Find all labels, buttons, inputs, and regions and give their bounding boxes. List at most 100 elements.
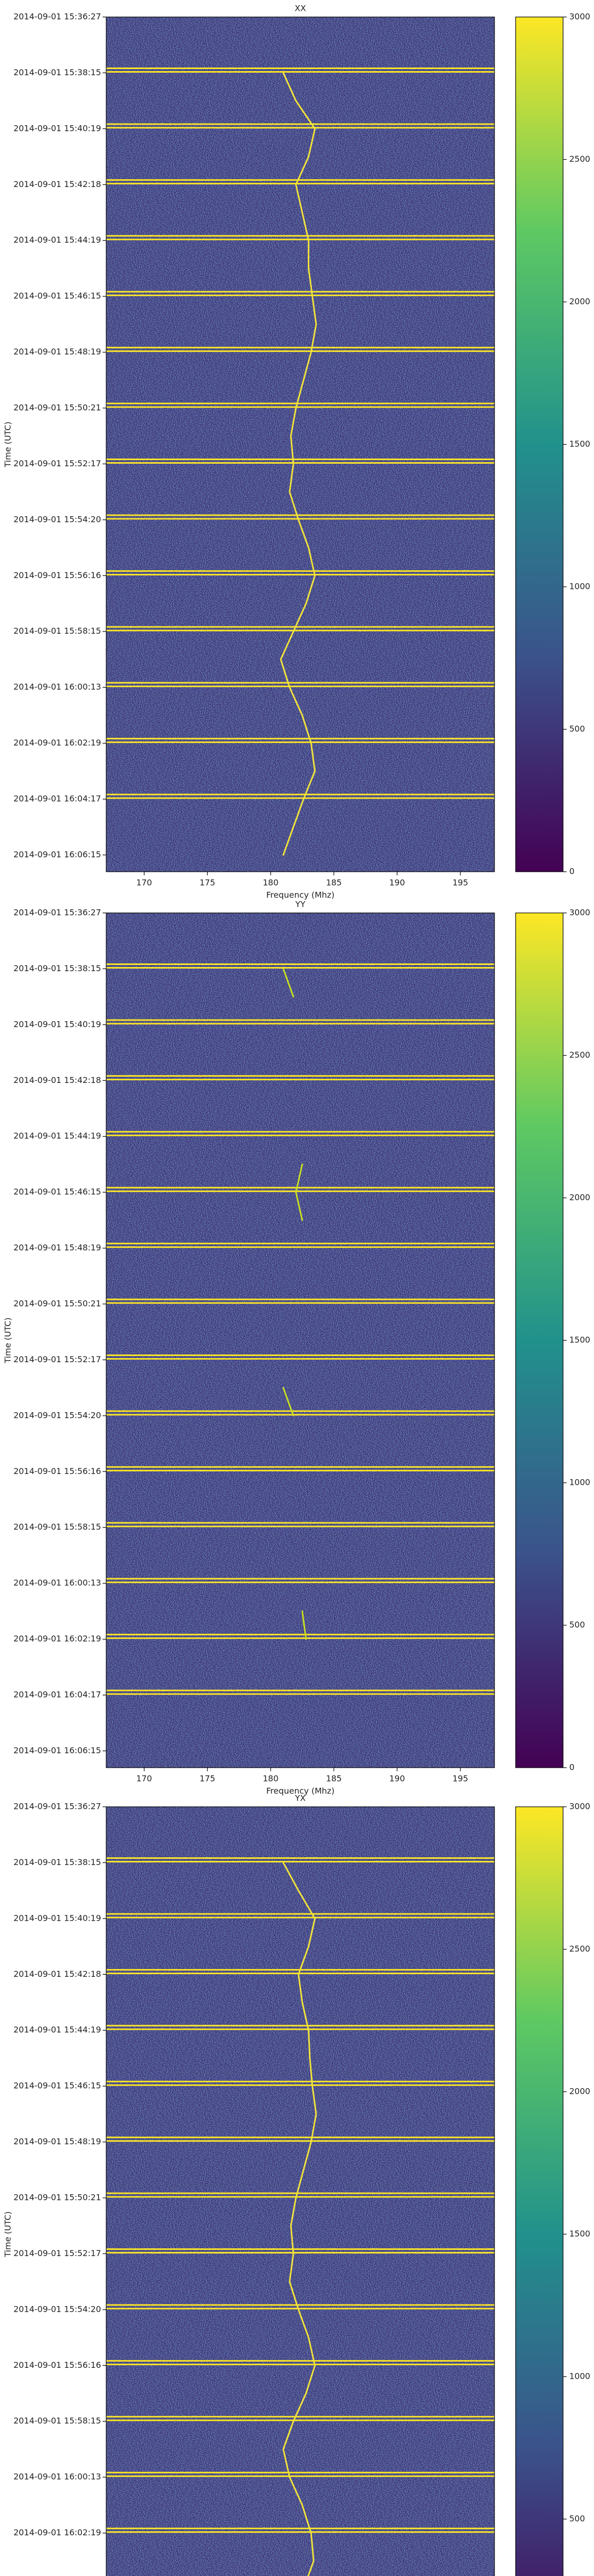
y-tick-label: 2014-09-01 15:38:15 — [13, 963, 101, 973]
stripe — [106, 459, 494, 461]
stripe — [106, 2471, 494, 2473]
stripe — [106, 1581, 494, 1583]
y-tick-label: 2014-09-01 15:44:19 — [13, 235, 101, 245]
x-tick-label: 170 — [136, 1774, 152, 1784]
stripe — [106, 462, 494, 464]
y-tick-label: 2014-09-01 15:50:21 — [13, 403, 101, 413]
stripe — [106, 235, 494, 237]
panel-title: XX — [295, 4, 306, 13]
stripe — [106, 573, 494, 575]
colorbar-tick-label: 3000 — [569, 12, 590, 22]
y-tick-label: 2014-09-01 15:38:15 — [13, 1857, 101, 1867]
x-tick-label: 180 — [263, 1774, 279, 1784]
plot-frame — [106, 1806, 495, 2576]
stripe — [106, 1019, 494, 1021]
colorbar-tick-label: 3000 — [569, 908, 590, 918]
stripe — [106, 2252, 494, 2254]
stripe — [106, 2084, 494, 2086]
x-tick-label: 175 — [200, 878, 216, 888]
colorbar-tick-label: 1000 — [569, 582, 590, 591]
stripe — [106, 2419, 494, 2421]
y-tick-label: 2014-09-01 15:52:17 — [13, 1354, 101, 1364]
y-tick-label: 2014-09-01 15:40:19 — [13, 123, 101, 133]
stripe — [106, 1078, 494, 1080]
y-tick-label: 2014-09-01 15:56:16 — [13, 2360, 101, 2370]
stripe — [106, 741, 494, 743]
y-tick-label: 2014-09-01 15:42:18 — [13, 1075, 101, 1085]
x-tick-label: 175 — [200, 1774, 216, 1784]
stripe — [106, 1526, 494, 1528]
y-tick-label: 2014-09-01 16:04:17 — [13, 1690, 101, 1700]
stripe — [106, 2028, 494, 2030]
colorbar-tick-label: 500 — [569, 1620, 585, 1630]
colorbar-tick-label: 500 — [569, 724, 585, 734]
colorbar-tick-label: 1000 — [569, 2371, 590, 2381]
colorbar-tick-label: 2000 — [569, 1193, 590, 1202]
y-tick-label: 2014-09-01 15:58:15 — [13, 2416, 101, 2426]
signal-curve — [295, 1163, 303, 1221]
signal-curve — [282, 1387, 294, 1417]
y-tick-label: 2014-09-01 16:06:15 — [13, 850, 101, 859]
y-tick-label: 2014-09-01 15:48:19 — [13, 2137, 101, 2146]
stripe — [106, 294, 494, 296]
colorbar-tick-label: 1000 — [569, 1478, 590, 1487]
x-tick-label: 170 — [136, 878, 152, 888]
colorbar-tick-label: 2000 — [569, 297, 590, 307]
panel-title: YX — [294, 1793, 306, 1803]
stripe — [106, 570, 494, 572]
stripe — [106, 2192, 494, 2194]
y-tick-label: 2014-09-01 15:50:21 — [13, 1299, 101, 1309]
colorbar-tick-label: 3000 — [569, 1802, 590, 1811]
y-tick-label: 2014-09-01 16:02:19 — [13, 1634, 101, 1643]
stripe — [106, 1917, 494, 1919]
colorbar-tick-label: 2500 — [569, 154, 590, 164]
y-tick-label: 2014-09-01 15:52:17 — [13, 459, 101, 468]
stripe — [106, 1634, 494, 1636]
y-tick-label: 2014-09-01 15:40:19 — [13, 1019, 101, 1029]
stripe — [106, 626, 494, 628]
stripe — [106, 1414, 494, 1416]
stripe — [106, 2363, 494, 2365]
stripe — [106, 2140, 494, 2142]
y-tick-label: 2014-09-01 16:06:15 — [13, 1745, 101, 1755]
colorbar-tick-label: 1500 — [569, 439, 590, 449]
stripe — [106, 1243, 494, 1245]
stripe — [106, 963, 494, 965]
signal-curve — [301, 1610, 307, 1640]
y-tick-label: 2014-09-01 16:02:19 — [13, 2528, 101, 2537]
stripe — [106, 2360, 494, 2362]
y-tick-label: 2014-09-01 15:46:15 — [13, 2081, 101, 2091]
stripe — [106, 1023, 494, 1025]
stripe — [106, 1134, 494, 1137]
y-tick-label: 2014-09-01 15:46:15 — [13, 291, 101, 301]
y-tick-label: 2014-09-01 15:52:17 — [13, 2248, 101, 2258]
stripe — [106, 1972, 494, 1974]
y-tick-label: 2014-09-01 16:00:13 — [13, 2472, 101, 2482]
y-tick-label: 2014-09-01 15:54:20 — [13, 1410, 101, 1420]
stripe — [106, 1246, 494, 1248]
stripe — [106, 2416, 494, 2418]
colorbar — [516, 913, 563, 1768]
x-tick-label: 190 — [389, 1774, 405, 1784]
stripe — [106, 1075, 494, 1077]
heatmap-noise — [106, 913, 494, 1768]
y-tick-label: 2014-09-01 15:54:20 — [13, 2304, 101, 2314]
y-tick-label: 2014-09-01 15:48:19 — [13, 1243, 101, 1252]
y-tick-label: 2014-09-01 15:58:15 — [13, 1522, 101, 1532]
stripe — [106, 1861, 494, 1863]
stripe — [106, 1578, 494, 1580]
stripe — [106, 239, 494, 241]
y-axis-label: Time (UTC) — [3, 2211, 13, 2257]
stripe — [106, 2304, 494, 2306]
stripe — [106, 1190, 494, 1192]
y-tick-label: 2014-09-01 15:56:16 — [13, 570, 101, 580]
colorbar-tick-label: 0 — [569, 867, 574, 876]
stripe — [106, 67, 494, 70]
heatmap-noise — [106, 1807, 494, 2576]
stripe — [106, 406, 494, 408]
colorbar — [516, 1807, 563, 2576]
stripe — [106, 347, 494, 349]
colorbar-tick-label: 0 — [569, 1762, 574, 1772]
stripe — [106, 1857, 494, 1859]
